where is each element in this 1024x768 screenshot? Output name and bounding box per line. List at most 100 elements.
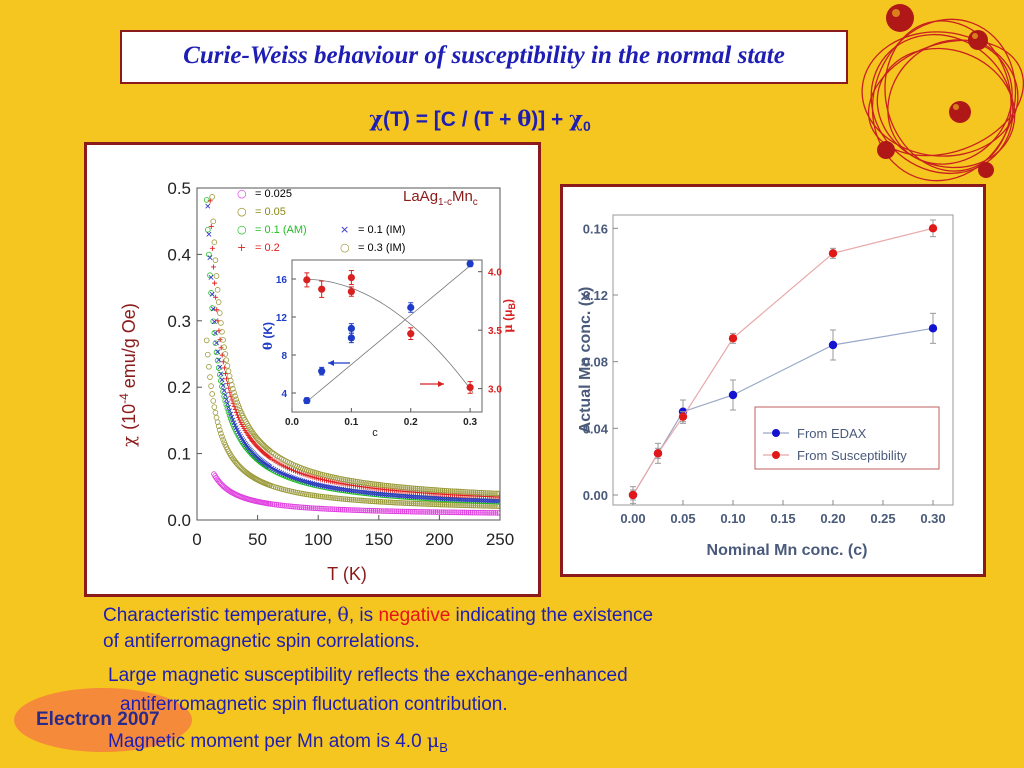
formula-theta: θ (517, 106, 532, 131)
data-point (454, 509, 460, 516)
data-point (488, 498, 494, 504)
data-point (466, 489, 473, 495)
data-point (237, 417, 243, 423)
data-point (208, 224, 214, 230)
data-point (393, 508, 400, 515)
legend-entry: = 0.025 (255, 188, 292, 200)
series-0.3--IM- (209, 194, 500, 497)
data-point (233, 396, 239, 403)
data-point (441, 487, 448, 494)
data-point (333, 495, 339, 502)
inset-right-axis-sub: B (507, 303, 517, 310)
data-point (490, 498, 496, 504)
data-point (391, 483, 397, 490)
data-point (358, 479, 364, 486)
data-point (219, 433, 225, 440)
data-point (356, 497, 362, 504)
inset-left-axis-unit: (K) (261, 322, 275, 342)
data-point (388, 508, 394, 514)
inset-right-axis-unit: (μ (501, 310, 515, 325)
main-series-group (203, 194, 500, 516)
data-point (408, 485, 415, 491)
badge-ellipse (14, 688, 192, 752)
main-y-axis-label: χ (10-4 emu/g Oe) (117, 303, 140, 447)
right-y-tick-label: 0.00 (583, 488, 608, 503)
data-point (309, 492, 316, 499)
data-point (324, 506, 330, 512)
data-point (220, 436, 226, 443)
data-point (448, 509, 454, 516)
data-point (400, 484, 407, 491)
data-point (442, 496, 447, 502)
data-point (213, 349, 220, 356)
legend-marker: ○ (237, 205, 247, 218)
data-point (422, 495, 428, 501)
data-point (415, 508, 421, 515)
data-point (378, 491, 383, 497)
data-point (419, 509, 425, 515)
inset-x-tick-label: 0.1 (344, 417, 358, 428)
legend-entry: = 0.05 (255, 206, 286, 218)
data-point (343, 487, 349, 493)
data-point (206, 231, 212, 237)
data-point (488, 490, 494, 496)
data-point-from-edax (828, 340, 838, 350)
data-point (311, 492, 318, 499)
data-point-from-susceptibility (653, 449, 663, 458)
data-point (455, 509, 462, 516)
data-point (336, 495, 343, 502)
data-point (381, 491, 387, 497)
data-point (453, 496, 459, 502)
legend-marker: × (340, 223, 349, 236)
data-point (383, 492, 389, 498)
ylabel-exp: -4 (117, 393, 131, 404)
data-point (331, 506, 338, 513)
data-point (364, 507, 371, 514)
inset-x-tick-label: 0.3 (463, 417, 477, 428)
data-point (230, 386, 236, 392)
legend-entry: From Susceptibility (797, 448, 907, 463)
data-point (443, 496, 449, 502)
data-point (267, 501, 274, 507)
data-point (340, 476, 347, 483)
chart-sample-label: LaAg1-cMnc (403, 188, 478, 208)
legend-entry: = 0.1 (AM) (255, 224, 307, 236)
data-point (351, 507, 357, 513)
data-point (327, 484, 333, 490)
data-point (457, 497, 463, 502)
data-point (449, 488, 456, 494)
data-point (366, 498, 372, 504)
data-point (401, 508, 408, 515)
data-point (369, 481, 376, 487)
inset-point-mu (466, 383, 474, 392)
negative-word: negative (378, 605, 451, 626)
data-point (391, 499, 397, 506)
data-point (492, 510, 499, 516)
data-point (472, 489, 479, 496)
data-point (219, 328, 225, 335)
data-point (385, 492, 391, 498)
data-point (212, 280, 218, 286)
data-point (217, 337, 223, 343)
data-point (319, 493, 326, 500)
data-point (444, 509, 450, 516)
data-point (224, 363, 231, 369)
data-point (467, 497, 473, 503)
data-point (212, 409, 219, 416)
data-point (313, 493, 320, 499)
inset-left-axis-label: θ (K) (261, 322, 275, 350)
data-point (222, 371, 228, 377)
data-point (496, 494, 500, 500)
text-line-3: Large magnetic susceptibility reflects t… (108, 665, 628, 686)
data-point (281, 502, 288, 509)
inset-left-tick-label: 8 (281, 351, 287, 362)
data-point (407, 508, 414, 515)
data-point (395, 508, 402, 515)
data-point (217, 364, 223, 370)
inset-x-tick-label: 0.0 (285, 417, 299, 428)
data-point (404, 484, 411, 491)
data-point (218, 345, 224, 351)
data-point (219, 377, 225, 383)
data-point (379, 499, 386, 505)
data-point (377, 498, 384, 505)
